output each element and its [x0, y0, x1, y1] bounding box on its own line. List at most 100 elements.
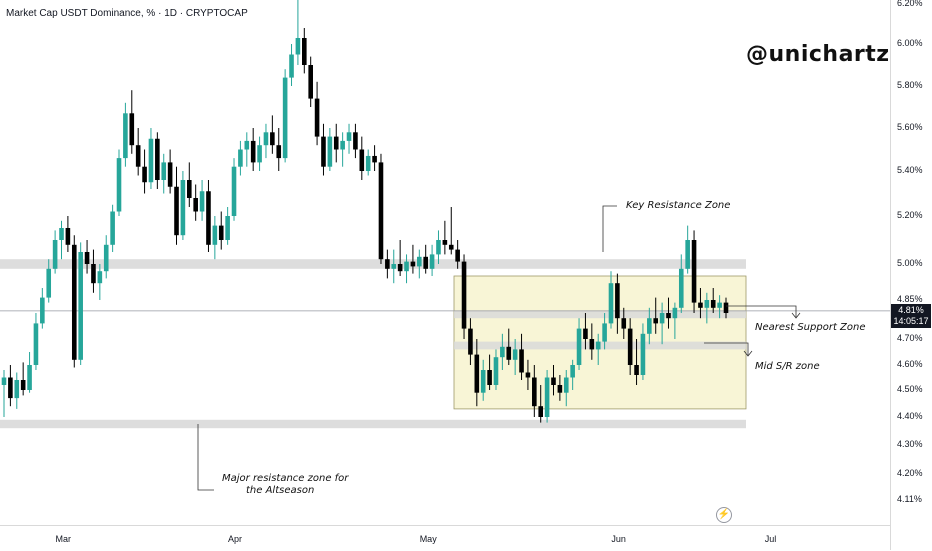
- time-tick-label: May: [419, 534, 437, 544]
- major-resistance-zone: [0, 259, 746, 269]
- candle-body: [506, 346, 512, 360]
- author-watermark: @unichartz: [746, 42, 890, 67]
- price-tick-label: 5.60%: [897, 122, 923, 132]
- candle-body: [672, 307, 678, 319]
- candle-body: [199, 191, 205, 212]
- nearest-support-pointer: [726, 305, 797, 318]
- candle-body: [359, 149, 365, 171]
- candle-body: [493, 357, 499, 385]
- candle-body: [212, 225, 218, 245]
- price-tick-label: 4.70%: [897, 333, 923, 343]
- candle-body: [327, 136, 333, 167]
- price-tick-label: 4.11%: [897, 494, 922, 504]
- candle-body: [78, 252, 83, 360]
- candle-body: [404, 261, 409, 272]
- candle-body: [1, 377, 7, 385]
- candle-body: [519, 349, 524, 373]
- candle-body: [27, 365, 32, 390]
- candle-body: [308, 65, 313, 99]
- candle-body: [206, 191, 211, 245]
- candle-body: [442, 240, 448, 245]
- price-tick-label: 4.40%: [897, 411, 923, 421]
- candle-body: [218, 225, 224, 240]
- price-tick-label: 5.80%: [897, 80, 923, 90]
- candle-body: [468, 328, 473, 355]
- candle-body: [378, 162, 384, 260]
- candle-body: [59, 228, 64, 240]
- bar-countdown: 14:05:17: [893, 316, 929, 326]
- candle-body: [551, 377, 556, 385]
- candle-body: [480, 370, 486, 393]
- candle-body: [538, 406, 544, 417]
- chart-canvas[interactable]: [0, 0, 890, 525]
- candle-body: [238, 149, 243, 167]
- candle-body: [84, 252, 90, 264]
- candle-body: [142, 166, 147, 183]
- mid-sr-pointer: [704, 342, 749, 356]
- candle-body: [257, 145, 262, 163]
- candle-body: [647, 318, 652, 334]
- price-tick-label: 4.85%: [897, 294, 923, 304]
- candle-body: [500, 346, 505, 358]
- candle-body: [666, 313, 671, 319]
- candle-body: [704, 300, 710, 308]
- candle-body: [448, 244, 454, 250]
- candle-body: [155, 138, 160, 180]
- mid-sr-label: Mid S/R zone: [755, 361, 820, 372]
- candle-body: [250, 140, 256, 163]
- candle-body: [346, 132, 352, 141]
- candle-body: [123, 113, 128, 159]
- candle-body: [474, 354, 480, 393]
- candle-body: [276, 145, 282, 159]
- candle-body: [186, 180, 192, 198]
- candle-body: [455, 249, 460, 262]
- candle-body: [544, 377, 550, 417]
- candle-body: [512, 349, 518, 360]
- candle-body: [608, 283, 614, 324]
- candle-body: [129, 113, 135, 146]
- price-axis[interactable]: 6.20% 6.00% 5.80% 5.60% 5.40% 5.20% 5.00% 4.85%…: [890, 0, 932, 550]
- candle-body: [8, 377, 13, 399]
- candle-body: [20, 380, 26, 390]
- candle-body: [174, 186, 179, 236]
- candle-body: [91, 264, 96, 284]
- price-tick-label: 4.20%: [897, 468, 923, 478]
- candle-body: [461, 261, 467, 329]
- candle-body: [365, 155, 371, 171]
- candle-body: [289, 54, 294, 78]
- candle-body: [65, 228, 71, 245]
- candle-body: [314, 98, 320, 137]
- candle-body: [621, 318, 627, 329]
- candle-body: [333, 136, 339, 150]
- major-resistance-pointer: [197, 424, 214, 491]
- price-tick-label: 4.60%: [897, 359, 923, 369]
- candle-body: [340, 140, 345, 150]
- candle-body: [385, 259, 390, 269]
- candle-body: [193, 198, 198, 212]
- candle-body: [14, 380, 20, 399]
- price-tick-label: 4.30%: [897, 439, 923, 449]
- candle-body: [436, 240, 441, 255]
- price-tick-label: 6.20%: [897, 0, 923, 8]
- candlestick-chart[interactable]: Market Cap USDT Dominance, % · 1D · CRYP…: [0, 0, 890, 525]
- candle-body: [135, 145, 141, 167]
- candle-body: [570, 365, 575, 378]
- candle-body: [532, 377, 537, 407]
- lightning-icon[interactable]: ⚡: [716, 507, 732, 523]
- candle-body: [103, 244, 109, 272]
- candle-body: [595, 341, 601, 350]
- candle-body: [244, 140, 250, 150]
- candle-body: [180, 180, 186, 236]
- candle-body: [110, 211, 115, 245]
- candle-body: [487, 370, 492, 385]
- nearest-support-zone: [454, 310, 746, 319]
- candle-body: [557, 385, 563, 393]
- candle-body: [33, 323, 39, 365]
- candle-body: [46, 268, 52, 298]
- time-tick-label: Jun: [611, 534, 626, 544]
- candle-body: [691, 240, 697, 303]
- candle-body: [52, 240, 58, 269]
- time-axis[interactable]: Mar Apr May Jun Jul: [0, 525, 890, 551]
- lower-support-zone: [0, 419, 746, 429]
- nearest-support-label: Nearest Support Zone: [755, 322, 866, 333]
